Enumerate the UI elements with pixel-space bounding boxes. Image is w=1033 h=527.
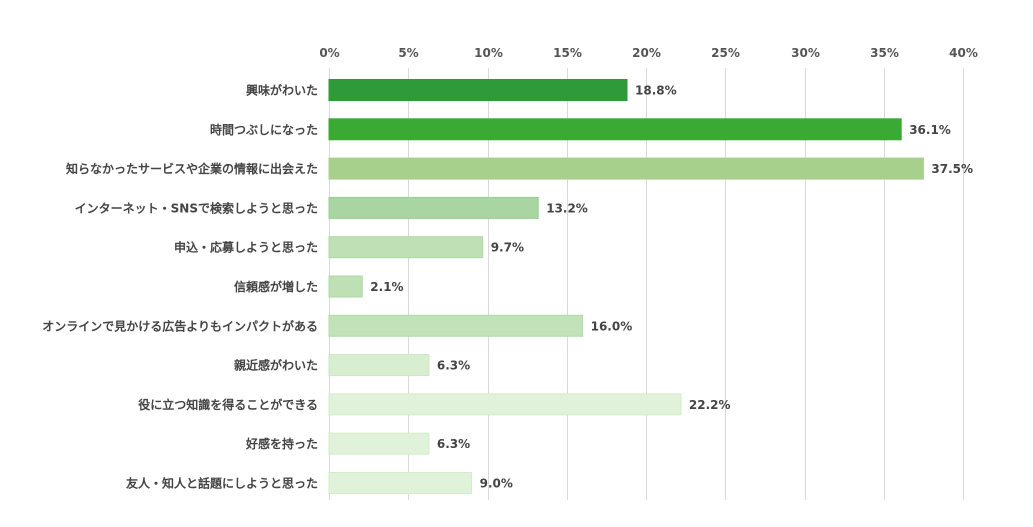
data-label-3: 13.2% — [546, 201, 588, 215]
category-label-0: 興味がわいた — [246, 83, 318, 98]
x-tick-label-4: 20% — [632, 46, 661, 60]
bar-5 — [328, 275, 363, 298]
data-label-2: 37.5% — [931, 162, 973, 176]
x-tick-label-5: 25% — [711, 46, 740, 60]
data-label-4: 9.7% — [491, 241, 524, 255]
category-label-5: 信頼感が増した — [234, 279, 318, 294]
data-label-6: 16.0% — [591, 319, 633, 333]
data-label-9: 6.3% — [437, 437, 470, 451]
data-labels: 18.8% 36.1% 37.5% 13.2% 9.7% 2.1% 16.0% 6.3% 22.… — [370, 84, 973, 491]
x-tick-label-1: 5% — [398, 46, 418, 60]
category-label-7: 親近感がわいた — [234, 358, 318, 373]
bar-8 — [328, 393, 682, 416]
bar-1 — [328, 118, 902, 141]
category-label-10: 友人・知人と話題にしようと思った — [125, 476, 318, 491]
x-tick-label-0: 0% — [319, 46, 339, 60]
bar-10 — [328, 472, 473, 494]
category-label-2: 知らなかったサービスや企業の情報に出会えた — [65, 161, 318, 176]
data-label-0: 18.8% — [635, 84, 677, 98]
category-labels: 興味がわいた時間つぶしになった知らなかったサービスや企業の情報に出会えたインター… — [42, 83, 318, 491]
category-label-4: 申込・応募しようと思った — [174, 240, 318, 255]
category-label-1: 時間つぶしになった — [210, 122, 318, 137]
data-label-7: 6.3% — [437, 359, 470, 373]
x-tick-label-2: 10% — [474, 46, 503, 60]
category-label-9: 好感を持った — [245, 436, 318, 451]
bar-0 — [328, 79, 628, 101]
x-tick-label-7: 35% — [870, 46, 899, 60]
x-tick-label-3: 15% — [553, 46, 582, 60]
bar-9 — [328, 432, 430, 455]
category-label-8: 役に立つ知識を得ることができる — [138, 397, 318, 412]
data-label-8: 22.2% — [689, 398, 731, 412]
category-label-6: オンラインで見かける広告よりもインパクトがある — [42, 318, 318, 333]
bars — [328, 79, 924, 494]
bar-3 — [328, 196, 539, 219]
bar-7 — [328, 354, 430, 377]
bar-6 — [328, 314, 584, 337]
data-label-1: 36.1% — [909, 123, 951, 137]
x-tick-label-8: 40% — [949, 46, 978, 60]
x-tick-label-6: 30% — [791, 46, 820, 60]
category-label-3: インターネット・SNSで検索しようと思った — [75, 200, 318, 215]
data-label-10: 9.0% — [480, 477, 513, 491]
data-label-5: 2.1% — [370, 280, 403, 294]
bar-4 — [328, 236, 484, 259]
bar-2 — [328, 157, 924, 180]
x-axis-tick-labels: 0% 5% 10% 15% 20% 25% 30% 35% 40% — [319, 46, 978, 60]
